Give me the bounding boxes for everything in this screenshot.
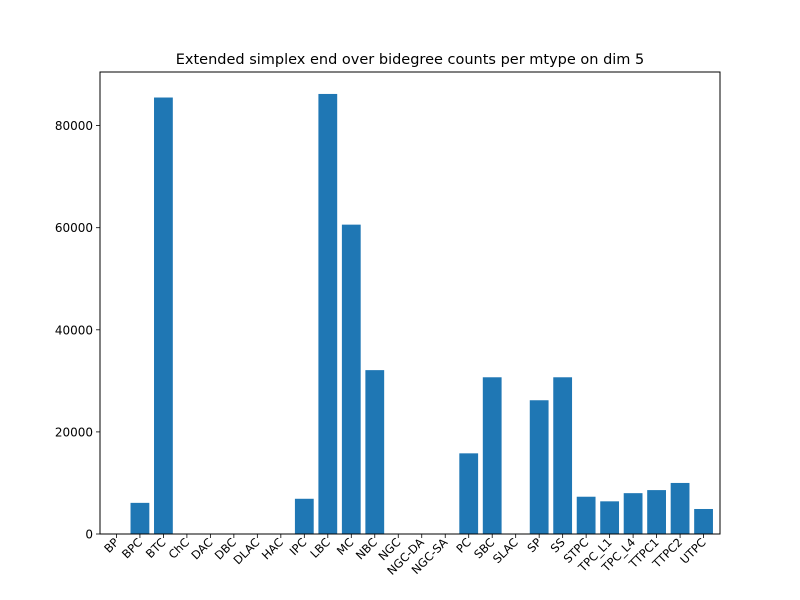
x-tick-label: NBC (353, 535, 380, 562)
bars-layer (130, 93, 713, 535)
x-tick-label: LBC (307, 535, 333, 561)
x-tick-label: SLAC (490, 535, 521, 566)
x-tick-label: BP (101, 535, 121, 555)
bar-ttpc1 (647, 490, 666, 534)
bar-ss (553, 377, 573, 534)
plot-frame (99, 71, 721, 535)
x-tick-label: BTC (143, 535, 169, 561)
bar-pc (459, 453, 479, 534)
y-tick-label: 0 (85, 528, 93, 542)
bar-sp (529, 400, 549, 534)
x-tick-label: IPC (287, 535, 310, 558)
x-tick-label: ChC (166, 535, 192, 561)
bar-ttpc2 (670, 482, 690, 534)
x-tick-label: DAC (188, 535, 215, 562)
bar-sbc (482, 377, 502, 534)
x-tick-label: HAC (259, 535, 286, 562)
x-tick-label: BPC (119, 535, 145, 561)
chart-title: Extended simplex end over bidegree count… (176, 52, 645, 68)
y-axis: 0 20000 40000 60000 80000 (55, 119, 100, 542)
bar-btc (154, 97, 173, 535)
bar-lbc (318, 93, 338, 534)
x-tick-label: MC (334, 535, 357, 558)
bar-stpc (576, 496, 596, 534)
x-tick-label: PC (453, 535, 473, 555)
bar-ipc (294, 498, 314, 534)
x-tick-label: UTPC (677, 535, 708, 566)
bar-tpc_l1 (600, 501, 620, 534)
bar-tpc_l4 (623, 493, 643, 534)
x-tick-label: DLAC (230, 535, 262, 567)
bar-utpc (694, 508, 713, 534)
bar-mc (341, 224, 361, 534)
y-tick-label: 20000 (55, 425, 93, 439)
bar-nbc (365, 370, 385, 534)
y-tick-label: 40000 (55, 323, 93, 337)
x-tick-label: SP (524, 535, 544, 555)
y-tick-label: 80000 (55, 119, 93, 133)
y-tick-label: 60000 (55, 221, 93, 235)
bar-bpc (130, 502, 150, 534)
